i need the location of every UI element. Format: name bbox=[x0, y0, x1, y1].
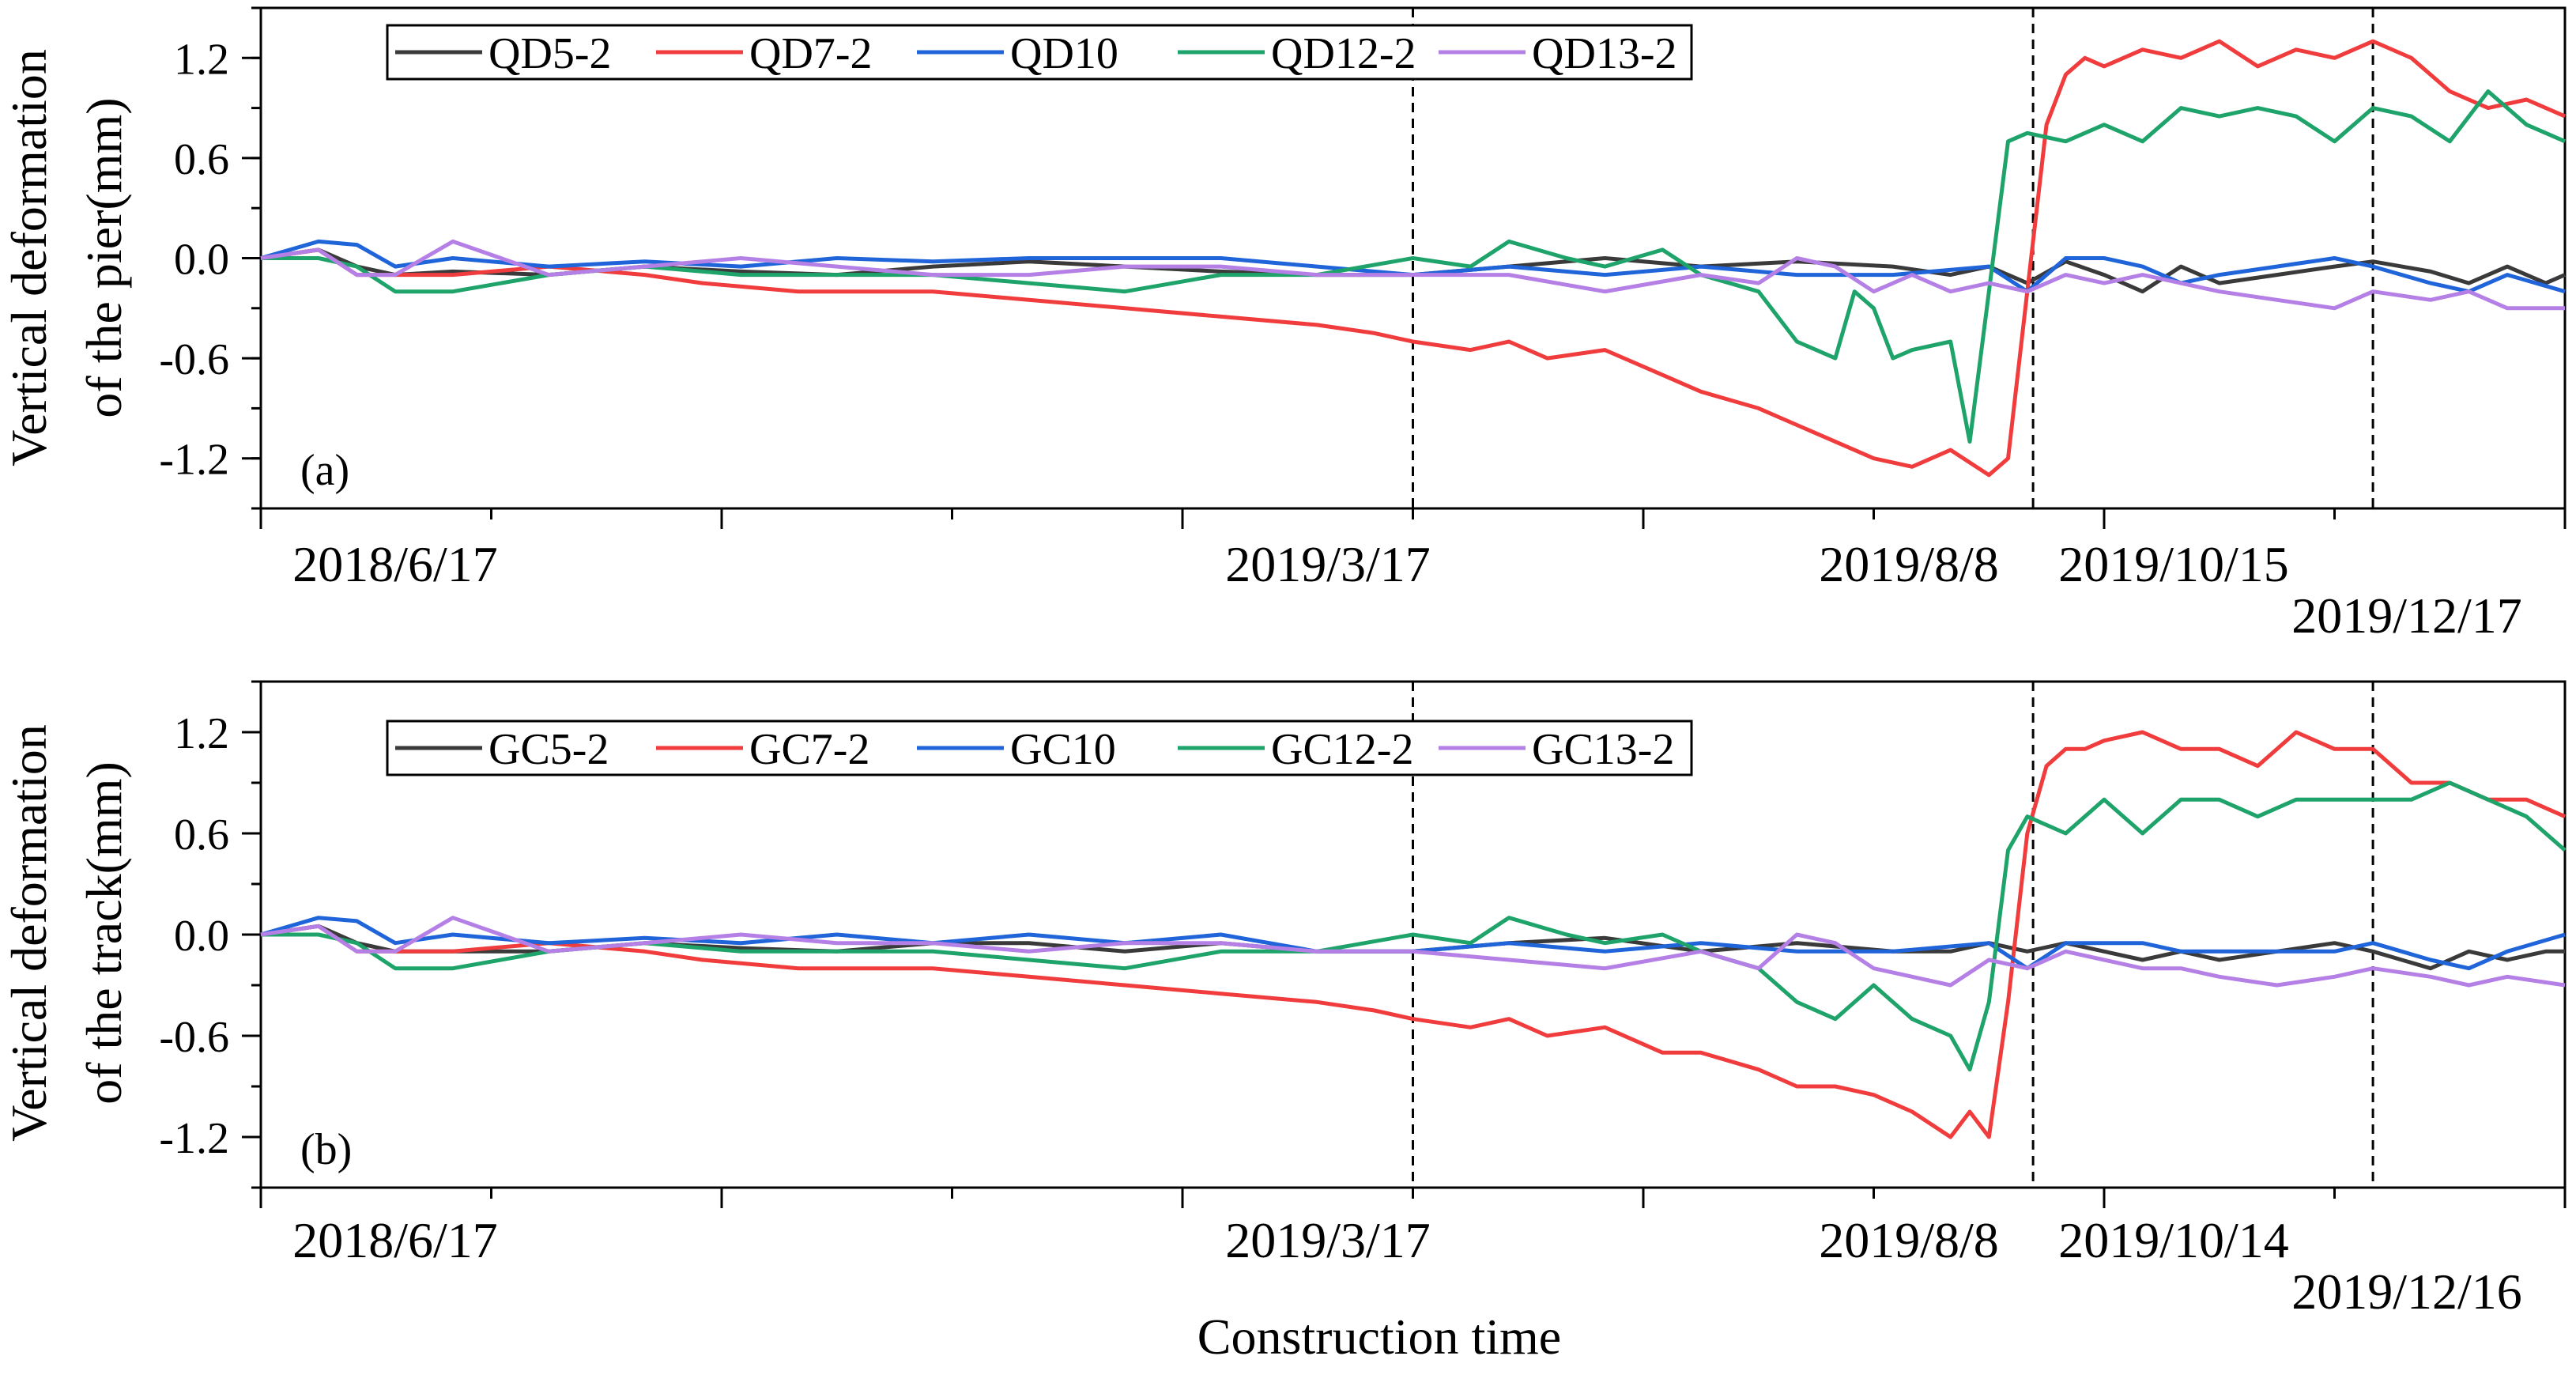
x-date-label: 2019/10/14 bbox=[2058, 1212, 2289, 1268]
x-date-label: 2019/3/17 bbox=[1225, 1212, 1431, 1268]
y-tick-label: -0.6 bbox=[159, 1013, 229, 1062]
legend-entry: QD10 bbox=[1010, 29, 1118, 78]
y-tick-label: 0.6 bbox=[174, 810, 229, 859]
panel-a: -1.2 -0.6 0.0 0.6 1.2 Vertical deformation of … bbox=[1, 6, 2567, 644]
x-date-label: 2019/8/8 bbox=[1819, 1212, 1999, 1268]
x-date-label: 2018/6/17 bbox=[292, 536, 498, 592]
legend-entry: GC10 bbox=[1010, 725, 1116, 774]
legend-entry: GC13-2 bbox=[1532, 725, 1674, 774]
x-date-label: 2019/3/17 bbox=[1225, 536, 1431, 592]
x-date-label: 2018/6/17 bbox=[292, 1212, 498, 1268]
y-axis-label: Vertical deformation of the pier(mm) bbox=[1, 49, 132, 467]
y-tick-label: -0.6 bbox=[159, 335, 229, 384]
panel-label: (a) bbox=[300, 446, 349, 495]
x-date-label: 2019/8/8 bbox=[1819, 536, 1999, 592]
legend-entry: QD12-2 bbox=[1271, 29, 1416, 78]
x-date-label: 2019/12/17 bbox=[2291, 587, 2522, 644]
x-date-label: 2019/12/16 bbox=[2291, 1264, 2522, 1320]
y-axis-label: Vertical deformation of the track(mm) bbox=[1, 724, 132, 1142]
y-tick-label: -1.2 bbox=[159, 1114, 229, 1163]
panel-label: (b) bbox=[300, 1125, 352, 1174]
series-line-gc7-2 bbox=[260, 730, 2567, 1139]
series-line-qd12-2 bbox=[261, 89, 2566, 444]
y-axis-label-line1: Vertical deformation bbox=[1, 724, 57, 1142]
y-tick-label: 0.6 bbox=[174, 135, 229, 184]
series-line-qd13-2 bbox=[260, 239, 2565, 311]
x-date-label: 2019/10/15 bbox=[2058, 536, 2289, 592]
legend-entry: QD7-2 bbox=[749, 29, 873, 78]
legend-entry: QD13-2 bbox=[1532, 29, 1677, 78]
series-line-qd10 bbox=[260, 239, 2566, 294]
legend-entry: QD5-2 bbox=[488, 29, 612, 78]
y-axis-label-line1: Vertical deformation bbox=[1, 49, 57, 467]
series-line-gc10 bbox=[260, 916, 2566, 971]
y-tick-label: 0.0 bbox=[174, 236, 229, 285]
y-axis-label-line2: of the track(mm) bbox=[76, 761, 132, 1105]
y-tick-label: 0.0 bbox=[174, 912, 229, 961]
y-axis-label-line2: of the pier(mm) bbox=[76, 97, 132, 417]
y-tick-label: 1.2 bbox=[174, 35, 229, 84]
series-line-qd7-2 bbox=[260, 39, 2566, 478]
legend-entry: GC7-2 bbox=[749, 725, 869, 774]
legend-entry: GC5-2 bbox=[488, 725, 609, 774]
legend-entry: GC12-2 bbox=[1271, 725, 1413, 774]
series-line-gc12-2 bbox=[261, 780, 2567, 1072]
panel-b: -1.2 -0.6 0.0 0.6 1.2 Vertical deformation of … bbox=[1, 680, 2567, 1320]
y-tick-label: -1.2 bbox=[159, 436, 229, 485]
y-tick-label: 1.2 bbox=[174, 709, 229, 758]
series-line-gc13-2 bbox=[260, 916, 2566, 988]
x-axis-label: Construction time bbox=[1197, 1309, 1561, 1365]
